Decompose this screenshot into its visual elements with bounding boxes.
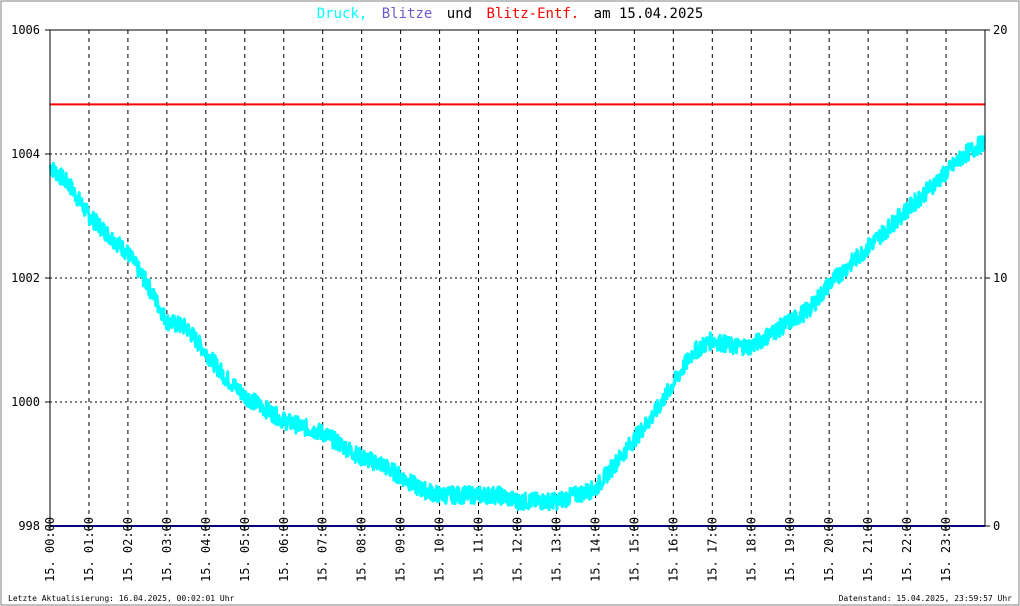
x-tick-label: 15. 17:00 <box>705 517 719 582</box>
x-tick-label: 15. 05:00 <box>238 517 252 582</box>
x-tick-label: 15. 15:00 <box>627 517 641 582</box>
y-right-tick-label: 10 <box>993 271 1007 285</box>
x-tick-label: 15. 10:00 <box>433 517 447 582</box>
grid <box>50 30 985 526</box>
x-tick-label: 15. 13:00 <box>549 517 563 582</box>
y-right-tick-label: 0 <box>993 519 1000 533</box>
x-tick-label: 15. 19:00 <box>783 517 797 582</box>
x-tick-label: 15. 00:00 <box>43 517 57 582</box>
y-left-tick-label: 1006 <box>11 23 40 37</box>
chart-title: Druck, Blitze und Blitz-Entf. am 15.04.2… <box>317 6 704 22</box>
pressure-series-line <box>48 135 987 512</box>
y-left-tick-label: 1000 <box>11 395 40 409</box>
y-left-tick-label: 1002 <box>11 271 40 285</box>
y-axis-right-ticks: 0 10 20 <box>985 23 1007 533</box>
x-tick-label: 15. 22:00 <box>900 517 914 582</box>
x-tick-label: 15. 18:00 <box>744 517 758 582</box>
x-tick-label: 15. 09:00 <box>394 517 408 582</box>
x-tick-label: 15. 20:00 <box>822 517 836 582</box>
x-tick-label: 15. 16:00 <box>666 517 680 582</box>
title-date: am 15.04.2025 <box>594 6 704 22</box>
x-tick-label: 15. 12:00 <box>511 517 525 582</box>
footer-last-update: Letzte Aktualisierung: 16.04.2025, 00:02… <box>8 594 235 603</box>
y-right-tick-label: 20 <box>993 23 1007 37</box>
title-and: und <box>447 6 472 22</box>
x-tick-label: 15. 01:00 <box>82 517 96 582</box>
y-left-tick-label: 998 <box>18 519 40 533</box>
x-tick-label: 15. 03:00 <box>160 517 174 582</box>
title-lightning: Blitze <box>382 6 433 22</box>
x-tick-label: 15. 07:00 <box>316 517 330 582</box>
footer-data-status: Datenstand: 15.04.2025, 23:59:57 Uhr <box>839 594 1013 603</box>
x-tick-label: 15. 23:00 <box>939 517 953 582</box>
x-tick-label: 15. 06:00 <box>277 517 291 582</box>
title-pressure: Druck, <box>317 6 368 22</box>
x-tick-label: 15. 21:00 <box>861 517 875 582</box>
y-left-tick-label: 1004 <box>11 147 40 161</box>
x-tick-label: 15. 02:00 <box>121 517 135 582</box>
x-tick-label: 15. 11:00 <box>472 517 486 582</box>
x-tick-label: 15. 04:00 <box>199 517 213 582</box>
x-tick-label: 15. 08:00 <box>355 517 369 582</box>
x-axis-ticks: 15. 00:00 15. 01:00 15. 02:00 15. 03:00 15. … <box>43 517 953 582</box>
x-tick-label: 15. 14:00 <box>588 517 602 582</box>
title-distance: Blitz-Entf. <box>487 6 580 22</box>
y-axis-left-ticks: 998 1000 1002 1004 1006 <box>11 23 50 533</box>
